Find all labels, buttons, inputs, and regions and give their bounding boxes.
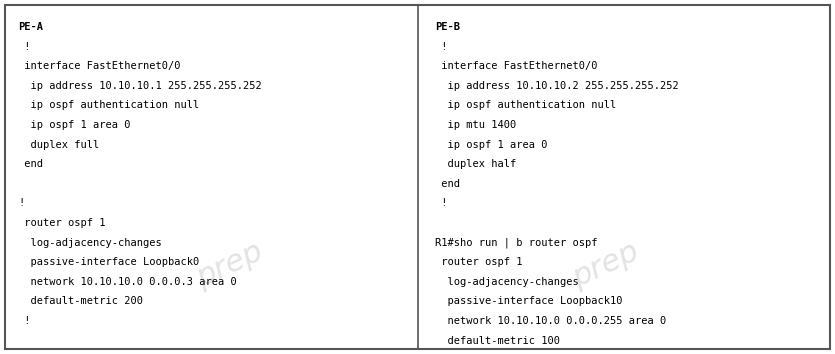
Text: PE-A: PE-A bbox=[18, 22, 43, 32]
Text: !: ! bbox=[436, 198, 448, 209]
Text: passive-interface Loopback10: passive-interface Loopback10 bbox=[436, 296, 623, 307]
Text: ip ospf 1 area 0: ip ospf 1 area 0 bbox=[18, 120, 130, 130]
Text: PE-B: PE-B bbox=[436, 22, 460, 32]
Text: end: end bbox=[18, 159, 43, 169]
Text: ip address 10.10.10.1 255.255.255.252: ip address 10.10.10.1 255.255.255.252 bbox=[18, 81, 261, 91]
Text: network 10.10.10.0 0.0.0.255 area 0: network 10.10.10.0 0.0.0.255 area 0 bbox=[436, 316, 667, 326]
Text: duplex half: duplex half bbox=[436, 159, 517, 169]
Text: ip address 10.10.10.2 255.255.255.252: ip address 10.10.10.2 255.255.255.252 bbox=[436, 81, 679, 91]
Text: ip ospf authentication null: ip ospf authentication null bbox=[18, 101, 200, 110]
Text: default-metric 100: default-metric 100 bbox=[436, 336, 560, 346]
Text: router ospf 1: router ospf 1 bbox=[18, 218, 105, 228]
Text: router ospf 1: router ospf 1 bbox=[436, 257, 523, 267]
Text: default-metric 200: default-metric 200 bbox=[18, 296, 143, 307]
Text: interface FastEthernet0/0: interface FastEthernet0/0 bbox=[436, 61, 598, 71]
Text: !: ! bbox=[436, 42, 448, 52]
Text: ip ospf authentication null: ip ospf authentication null bbox=[436, 101, 617, 110]
Text: !: ! bbox=[18, 198, 24, 209]
Text: prep: prep bbox=[192, 238, 267, 293]
Text: R1#sho run | b router ospf: R1#sho run | b router ospf bbox=[436, 238, 598, 248]
Text: duplex full: duplex full bbox=[18, 139, 99, 150]
Text: !: ! bbox=[18, 316, 31, 326]
Text: ip ospf 1 area 0: ip ospf 1 area 0 bbox=[436, 139, 548, 150]
Text: prep: prep bbox=[568, 238, 643, 293]
Text: network 10.10.10.0 0.0.0.3 area 0: network 10.10.10.0 0.0.0.3 area 0 bbox=[18, 277, 237, 287]
Text: !: ! bbox=[18, 42, 31, 52]
Text: interface FastEthernet0/0: interface FastEthernet0/0 bbox=[18, 61, 180, 71]
Text: log-adjacency-changes: log-adjacency-changes bbox=[436, 277, 579, 287]
Text: ip mtu 1400: ip mtu 1400 bbox=[436, 120, 517, 130]
Text: passive-interface Loopback0: passive-interface Loopback0 bbox=[18, 257, 200, 267]
Text: end: end bbox=[436, 179, 460, 189]
Text: log-adjacency-changes: log-adjacency-changes bbox=[18, 238, 162, 247]
